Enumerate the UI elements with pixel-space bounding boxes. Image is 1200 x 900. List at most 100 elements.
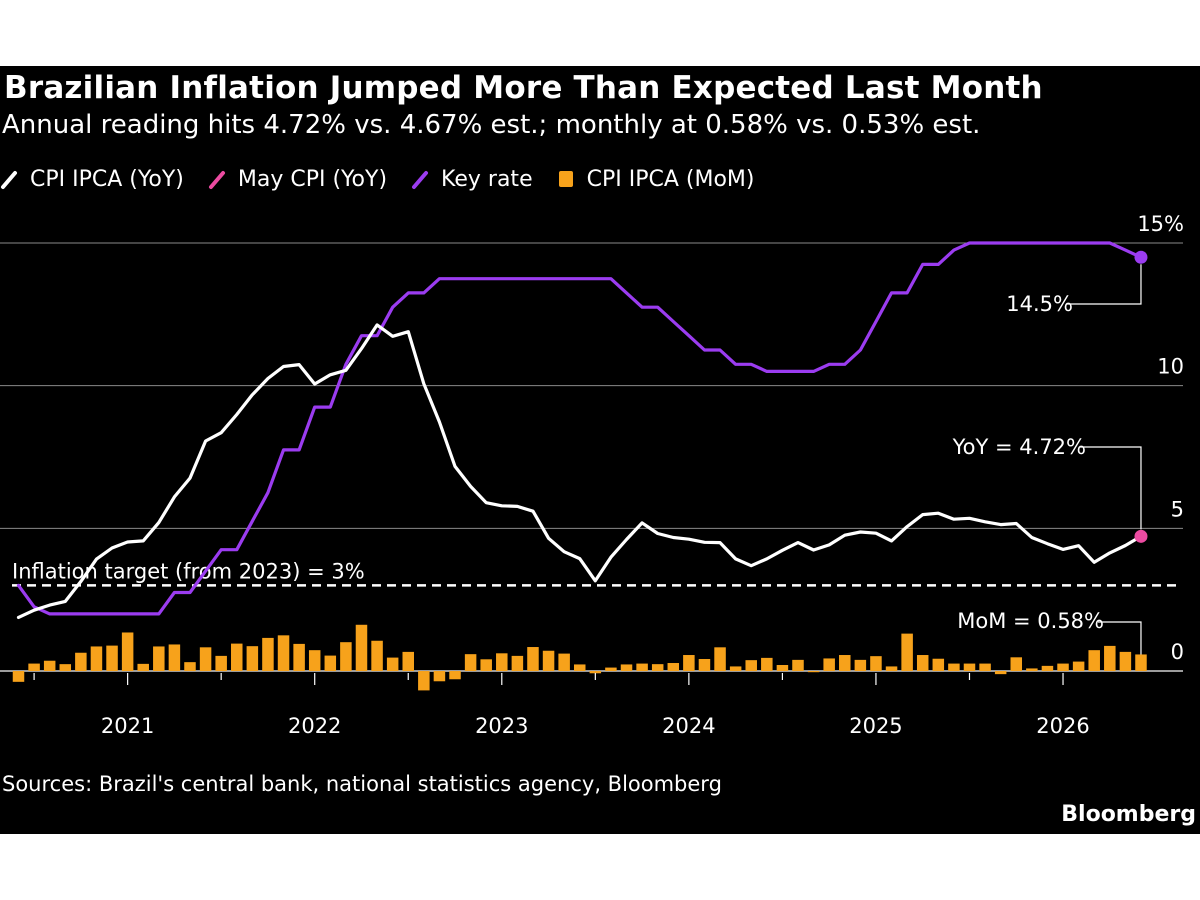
mom-bar — [371, 640, 383, 671]
mom-bar — [1010, 657, 1023, 671]
chart-plot: 15% 10 5 0 Inflation target (from 2023) = 3%… — [0, 212, 1184, 738]
mom-bar — [464, 654, 477, 671]
mom-bar — [963, 663, 976, 671]
mom-bar — [994, 671, 1007, 675]
mom-bar — [511, 655, 524, 671]
chart-subtitle: Annual reading hits 4.72% vs. 4.67% est.… — [2, 110, 981, 140]
mom-bar — [1026, 668, 1038, 671]
mom-bar — [246, 646, 259, 671]
mom-bar — [589, 671, 602, 674]
mom-bar — [885, 666, 898, 671]
mom-bar — [480, 659, 492, 671]
mom-bar — [558, 653, 570, 671]
x-tick-label: 2024 — [662, 714, 715, 738]
mom-bar — [979, 663, 991, 671]
legend-swatch-mom — [558, 171, 573, 187]
legend-label-key-rate: Key rate — [441, 166, 533, 192]
mom-bar — [542, 650, 555, 671]
mom-bar — [215, 655, 227, 671]
mom-bar — [527, 647, 539, 671]
brand-logo: Bloomberg — [1061, 802, 1196, 827]
mom-bar — [340, 642, 352, 671]
key-rate-endpoint — [1134, 250, 1148, 264]
mom-bar — [745, 660, 757, 671]
mom-bar — [698, 659, 711, 671]
y-tick-label: 15% — [1137, 212, 1184, 236]
mom-bar — [106, 645, 118, 671]
mom-bar — [776, 665, 789, 671]
y-tick-label: 0 — [1171, 640, 1184, 664]
mom-bar — [1072, 661, 1085, 671]
mom-bar — [573, 664, 586, 671]
y-tick-label: 5 — [1171, 497, 1184, 521]
mom-bar — [277, 635, 290, 671]
mom-bar — [449, 671, 461, 680]
legend-swatch-yoy — [1, 171, 17, 189]
mom-bar — [1057, 663, 1069, 671]
mom-bar — [293, 643, 305, 671]
mom-bar — [807, 671, 820, 673]
y-tick-label: 10 — [1157, 355, 1184, 379]
mom-bar — [901, 633, 913, 671]
mom-bar — [714, 647, 726, 671]
mom-annotation: MoM = 0.58% — [957, 609, 1104, 633]
x-tick-label: 2021 — [101, 714, 154, 738]
mom-bar — [683, 655, 695, 671]
mom-bar — [667, 663, 680, 671]
key-rate-annotation-leader — [1066, 264, 1142, 305]
mom-bar — [651, 664, 664, 671]
cpi-yoy-line — [16, 323, 1143, 620]
chart-title: Brazilian Inflation Jumped More Than Exp… — [4, 70, 1043, 106]
mom-bar — [1104, 645, 1116, 671]
legend-swatch-key-rate — [412, 171, 429, 189]
mom-bar — [43, 660, 56, 671]
mom-bar — [90, 646, 103, 671]
legend-label-may-cpi: May CPI (YoY) — [237, 166, 388, 192]
mom-bar — [12, 671, 25, 682]
chart-panel: Brazilian Inflation Jumped More Than Exp… — [0, 66, 1200, 834]
mom-bar — [324, 655, 337, 671]
mom-bar — [199, 647, 212, 671]
legend-item-key-rate: Key rate — [411, 167, 533, 192]
mom-bar — [496, 653, 508, 671]
mom-bar — [355, 624, 368, 671]
mom-bar — [231, 643, 243, 671]
x-tick-label: 2023 — [475, 714, 528, 738]
mom-bar — [792, 659, 804, 671]
mom-bar — [636, 663, 648, 671]
legend-item-yoy: CPI IPCA (YoY) — [0, 167, 184, 192]
x-tick-label: 2026 — [1036, 714, 1089, 738]
legend-label-mom: CPI IPCA (MoM) — [586, 166, 755, 192]
mom-bar — [932, 658, 945, 671]
mom-annotation-leader — [1098, 621, 1142, 655]
mom-bar — [870, 656, 882, 671]
mom-bar — [1041, 665, 1054, 671]
yoy-annotation: YoY = 4.72% — [952, 435, 1086, 459]
mom-bar — [75, 652, 87, 671]
mom-bar — [1088, 650, 1100, 671]
mom-bar — [184, 662, 196, 671]
mom-bar — [121, 632, 134, 671]
legend-swatch-may-cpi — [208, 171, 225, 189]
mom-bar — [729, 666, 742, 671]
mom-bar — [402, 651, 414, 671]
x-tick-label: 2025 — [849, 714, 902, 738]
legend-item-mom: CPI IPCA (MoM) — [557, 166, 755, 192]
key-rate-annotation: 14.5% — [1006, 292, 1073, 316]
mom-bar — [854, 659, 867, 671]
mom-bar — [605, 667, 617, 671]
sources-note: Sources: Brazil's central bank, national… — [2, 772, 722, 796]
mom-bar — [28, 663, 40, 671]
mom-bar — [1119, 651, 1132, 671]
legend: CPI IPCA (YoY) May CPI (YoY) Key rate CP… — [0, 164, 778, 194]
mom-bar — [823, 658, 835, 671]
key-rate-line — [16, 241, 1143, 616]
mom-bar — [839, 655, 851, 671]
mom-bar — [168, 644, 181, 671]
mom-bar — [59, 664, 72, 671]
mom-bar — [308, 650, 321, 671]
yoy-annotation-leader — [1080, 446, 1142, 530]
x-tick-label: 2022 — [288, 714, 341, 738]
mom-bar — [620, 664, 633, 671]
mom-bar — [916, 655, 929, 671]
